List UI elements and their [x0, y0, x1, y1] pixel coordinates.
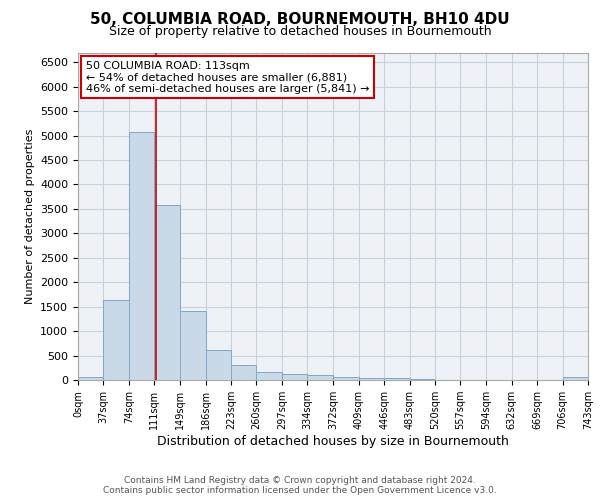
Text: 50 COLUMBIA ROAD: 113sqm
← 54% of detached houses are smaller (6,881)
46% of sem: 50 COLUMBIA ROAD: 113sqm ← 54% of detach…	[86, 60, 369, 94]
Bar	[154, 205, 179, 380]
Bar	[334, 378, 359, 380]
X-axis label: Distribution of detached houses by size in Bournemouth: Distribution of detached houses by size …	[157, 435, 509, 448]
Bar	[307, 376, 332, 380]
Text: 50, COLUMBIA ROAD, BOURNEMOUTH, BH10 4DU: 50, COLUMBIA ROAD, BOURNEMOUTH, BH10 4DU	[90, 12, 510, 28]
Bar	[256, 372, 282, 380]
Y-axis label: Number of detached properties: Number of detached properties	[25, 128, 35, 304]
Text: Size of property relative to detached houses in Bournemouth: Size of property relative to detached ho…	[109, 25, 491, 38]
Bar	[180, 311, 206, 380]
Bar	[563, 377, 588, 380]
Bar	[129, 132, 154, 380]
Text: Contains HM Land Registry data © Crown copyright and database right 2024.
Contai: Contains HM Land Registry data © Crown c…	[103, 476, 497, 495]
Bar	[103, 300, 129, 380]
Bar	[384, 378, 410, 380]
Bar	[78, 377, 103, 380]
Bar	[231, 366, 256, 380]
Bar	[282, 374, 307, 380]
Bar	[359, 378, 384, 380]
Bar	[206, 350, 231, 380]
